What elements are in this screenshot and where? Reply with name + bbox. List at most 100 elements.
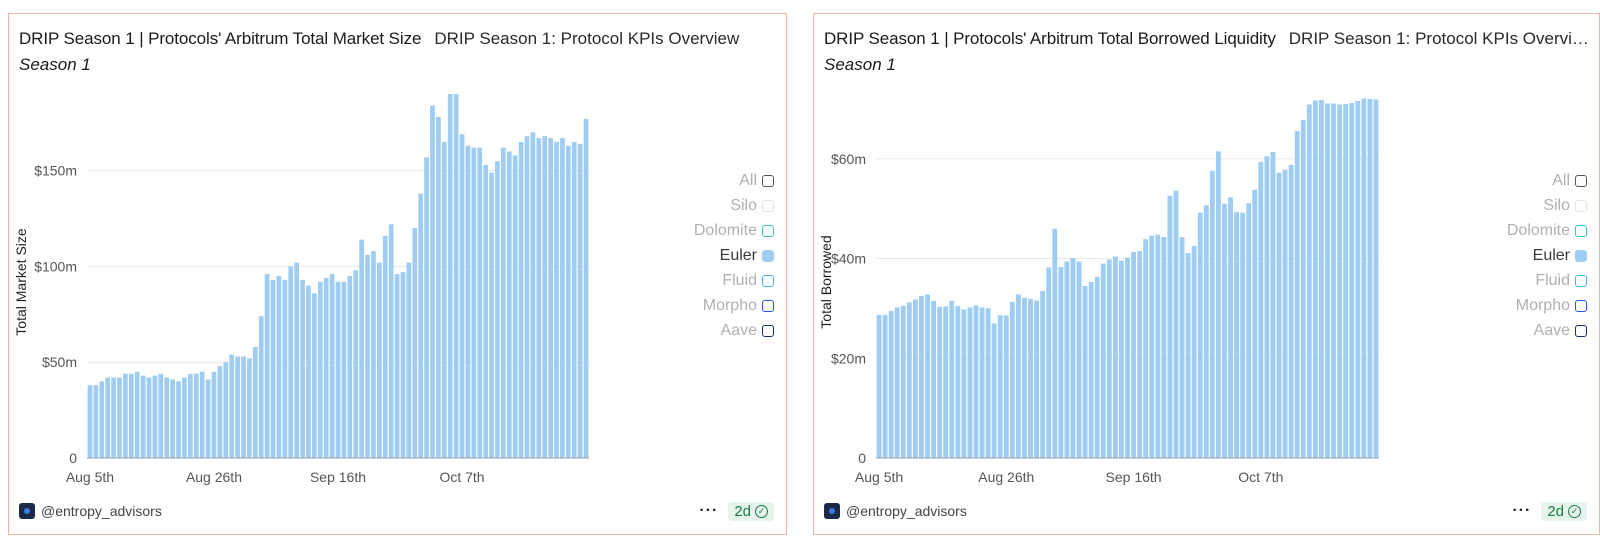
bar [252, 346, 258, 458]
bar [406, 262, 412, 458]
legend-item-all[interactable]: All [739, 171, 774, 190]
chart-subtitle: Season 1 [824, 55, 896, 74]
x-tick-label: Sep 16th [1106, 469, 1162, 485]
legend-label: Morpho [702, 296, 757, 314]
x-tick-label: Oct 7th [439, 469, 484, 485]
legend-swatch [1575, 274, 1587, 287]
bar [518, 141, 524, 458]
bar [111, 377, 116, 458]
bar [217, 366, 223, 458]
bar [997, 315, 1003, 458]
legend-item-euler[interactable]: Euler [1533, 246, 1587, 265]
bar [1373, 99, 1379, 459]
bar [229, 354, 235, 458]
legend-item-all[interactable]: All [1552, 171, 1587, 190]
more-options-button[interactable]: ··· [699, 502, 719, 519]
y-tick-label: $40m [831, 251, 866, 267]
bar [919, 295, 924, 458]
bar [128, 373, 134, 458]
bar [436, 116, 441, 458]
legend-item-euler[interactable]: Euler [720, 246, 774, 265]
legend-item-morpho[interactable]: Morpho [703, 296, 774, 315]
freshness-badge[interactable]: 2d ✓ [1541, 501, 1587, 521]
bar [991, 323, 997, 458]
bar [1222, 203, 1227, 458]
bar [93, 385, 99, 458]
bar [1312, 100, 1318, 459]
bar [300, 279, 305, 458]
freshness-badge[interactable]: 2d ✓ [728, 501, 774, 521]
chart-card-borrowed-liquidity: DRIP Season 1 | Protocols' Arbitrum Tota… [813, 13, 1600, 535]
legend-item-silo[interactable]: Silo [1543, 196, 1587, 215]
bar [335, 281, 341, 458]
bar [1173, 190, 1179, 458]
bar [1325, 103, 1330, 458]
bar [1070, 258, 1076, 458]
legend-item-silo[interactable]: Silo [730, 196, 774, 215]
y-tick-label: $100m [34, 258, 77, 274]
legend-label: Dolomite [1506, 221, 1570, 239]
chart-title[interactable]: DRIP Season 1 | Protocols' Arbitrum Tota… [19, 29, 422, 48]
bar [288, 266, 294, 458]
bar [388, 224, 394, 458]
bar [530, 132, 536, 458]
bar [1337, 104, 1343, 459]
legend-swatch [762, 224, 774, 237]
bar [134, 371, 140, 458]
bar [548, 138, 553, 458]
legend-item-morpho[interactable]: Morpho [1516, 296, 1587, 315]
bar [1355, 100, 1361, 458]
author-link[interactable]: @entropy_advisors [41, 503, 162, 519]
chart-title[interactable]: DRIP Season 1 | Protocols' Arbitrum Tota… [824, 29, 1276, 48]
bar [371, 251, 376, 458]
legend-swatch [1575, 199, 1587, 212]
author-link[interactable]: @entropy_advisors [846, 503, 967, 519]
bar [193, 373, 199, 458]
bar [1028, 298, 1033, 458]
legend-label: Morpho [1515, 296, 1570, 314]
dashboard-link[interactable]: DRIP Season 1: Protocol KPIs Overview [1288, 29, 1589, 48]
bar-chart: 0 $20m $40m $60m Aug 5th Aug 26th Sep 16th Oct … [818, 98, 1379, 485]
bar [1155, 234, 1161, 458]
legend-item-aave[interactable]: Aave [1534, 321, 1587, 340]
bar [524, 136, 530, 458]
legend-label: Fluid [722, 271, 757, 289]
bar [565, 145, 571, 458]
legend-item-fluid[interactable]: Fluid [1535, 271, 1587, 290]
legend-label: Silo [730, 196, 757, 214]
legend-item-dolomite[interactable]: Dolomite [694, 221, 774, 240]
bar [1112, 256, 1118, 458]
bar [583, 118, 589, 458]
bar [430, 105, 435, 458]
bar [1076, 261, 1082, 458]
bar [341, 281, 347, 458]
dashboard-link[interactable]: DRIP Season 1: Protocol KPIs Overview [434, 29, 740, 48]
bar [123, 373, 128, 458]
card-header: DRIP Season 1 | Protocols' Arbitrum Tota… [19, 28, 776, 50]
bar [1125, 257, 1130, 458]
bar [188, 373, 193, 458]
bar [483, 164, 488, 458]
bar-chart: 0 $50m $100m $150m Aug 5th Aug 26th Sep 16th Oc… [13, 94, 589, 485]
bar [459, 134, 465, 459]
more-options-button[interactable]: ··· [1512, 502, 1532, 519]
bar [294, 262, 300, 458]
bar [1282, 169, 1288, 458]
bar [967, 307, 973, 458]
bar [329, 274, 335, 458]
bar [1306, 104, 1312, 459]
bar [906, 302, 912, 458]
legend-item-fluid[interactable]: Fluid [722, 271, 774, 290]
legend-item-dolomite[interactable]: Dolomite [1507, 221, 1587, 240]
bar [347, 276, 353, 458]
bar [1318, 99, 1324, 459]
bar [1003, 315, 1009, 458]
legend-swatch [1575, 249, 1587, 262]
bar [1088, 281, 1094, 458]
legend-item-aave[interactable]: Aave [721, 321, 774, 340]
bar [105, 377, 111, 458]
y-tick-label: $50m [42, 354, 77, 370]
bar [560, 138, 565, 458]
bar [1137, 251, 1143, 458]
bar [1100, 263, 1106, 458]
